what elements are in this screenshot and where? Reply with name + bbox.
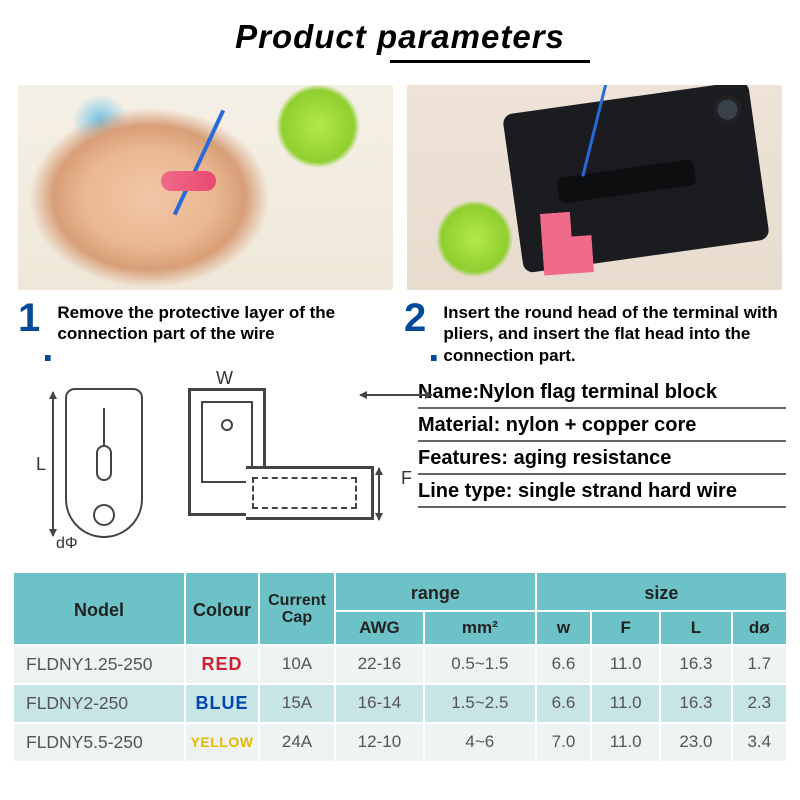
cell-awg: 16-14 <box>336 685 423 722</box>
cell-mm2: 4~6 <box>425 724 535 761</box>
cell-mm2: 0.5~1.5 <box>425 646 535 683</box>
th-w: w <box>537 612 590 644</box>
step-1-number: 1 <box>18 300 40 366</box>
th-awg: AWG <box>336 612 423 644</box>
title-underline <box>390 60 590 63</box>
cell-awg: 22-16 <box>336 646 423 683</box>
cell-mm2: 1.5~2.5 <box>425 685 535 722</box>
table-body: FLDNY1.25-250RED10A22-160.5~1.56.611.016… <box>14 646 786 761</box>
cell-model: FLDNY5.5-250 <box>14 724 184 761</box>
cell-L: 16.3 <box>661 646 730 683</box>
cell-cap: 10A <box>260 646 334 683</box>
spec-linetype: Line type: single strand hard wire <box>418 475 786 508</box>
spec-material: Material: nylon + copper core <box>418 409 786 442</box>
cell-cap: 24A <box>260 724 334 761</box>
cell-F: 11.0 <box>592 685 659 722</box>
th-mm2: mm² <box>425 612 535 644</box>
diagram-label-dphi: dΦ <box>56 535 78 553</box>
cell-colour: YELLOW <box>186 724 258 761</box>
step-2: 2 . Insert the round head of the termina… <box>404 300 782 366</box>
table-row: FLDNY1.25-250RED10A22-160.5~1.56.611.016… <box>14 646 786 683</box>
cell-w: 6.6 <box>537 646 590 683</box>
step-1-text: Remove the protective layer of the conne… <box>57 300 396 366</box>
middle-section: L dΦ W F Name:Nylon flag terminal block … <box>0 366 800 559</box>
cell-awg: 12-10 <box>336 724 423 761</box>
cell-colour: RED <box>186 646 258 683</box>
cell-F: 11.0 <box>592 646 659 683</box>
diagram-label-F: F <box>401 468 412 489</box>
step-2-number: 2 <box>404 300 426 366</box>
spec-name: Name:Nylon flag terminal block <box>418 376 786 409</box>
cell-w: 6.6 <box>537 685 590 722</box>
step2-photo <box>407 85 782 290</box>
th-current: Current Cap <box>260 573 334 644</box>
steps-row: 1 . Remove the protective layer of the c… <box>0 296 800 366</box>
th-range: range <box>336 573 535 610</box>
table-row: FLDNY2-250BLUE15A16-141.5~2.56.611.016.3… <box>14 685 786 722</box>
cell-d: 1.7 <box>733 646 786 683</box>
cell-cap: 15A <box>260 685 334 722</box>
technical-diagram: L dΦ W F <box>18 374 408 549</box>
cell-L: 16.3 <box>661 685 730 722</box>
cell-w: 7.0 <box>537 724 590 761</box>
cell-F: 11.0 <box>592 724 659 761</box>
th-size: size <box>537 573 786 610</box>
cell-L: 23.0 <box>661 724 730 761</box>
th-colour: Colour <box>186 573 258 644</box>
step-2-dot: . <box>428 330 439 366</box>
th-F: F <box>592 612 659 644</box>
th-model: Nodel <box>14 573 184 644</box>
diagram-label-W: W <box>216 368 233 389</box>
th-d: dø <box>733 612 786 644</box>
spec-features: Features: aging resistance <box>418 442 786 475</box>
table-row: FLDNY5.5-250YELLOW24A12-104~67.011.023.0… <box>14 724 786 761</box>
step-2-text: Insert the round head of the terminal wi… <box>443 300 782 366</box>
th-L: L <box>661 612 730 644</box>
cell-model: FLDNY2-250 <box>14 685 184 722</box>
photo-row <box>0 63 800 296</box>
parameters-table-wrap: Nodel Colour Current Cap range size AWG … <box>0 559 800 763</box>
diagram-label-L: L <box>36 454 46 475</box>
cell-d: 2.3 <box>733 685 786 722</box>
step-1-dot: . <box>42 330 53 366</box>
page-title: Product parameters <box>0 0 800 60</box>
cell-model: FLDNY1.25-250 <box>14 646 184 683</box>
spec-list: Name:Nylon flag terminal block Material:… <box>418 374 786 508</box>
cell-colour: BLUE <box>186 685 258 722</box>
step1-photo <box>18 85 393 290</box>
parameters-table: Nodel Colour Current Cap range size AWG … <box>12 571 788 763</box>
step-1: 1 . Remove the protective layer of the c… <box>18 300 396 366</box>
cell-d: 3.4 <box>733 724 786 761</box>
